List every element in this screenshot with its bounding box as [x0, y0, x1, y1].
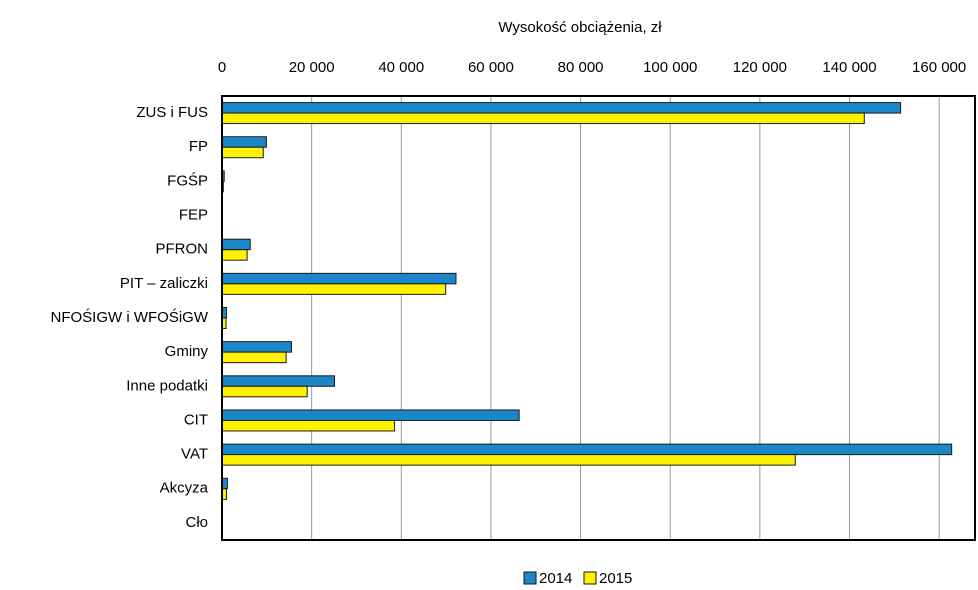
x-axis-title: Wysokość obciążenia, zł [498, 19, 662, 36]
x-tick-label: 60 000 [468, 59, 514, 76]
plot-border [221, 95, 976, 541]
bar [221, 136, 267, 148]
y-tick-label: PFRON [156, 241, 209, 258]
y-tick-label: NFOŚIGW i WFOŚiGW [51, 308, 209, 326]
x-tick-label: 140 000 [822, 59, 876, 76]
bar [221, 272, 457, 285]
y-tick-label: FEP [179, 207, 208, 224]
bar [221, 102, 902, 114]
y-tick-label: PIT – zaliczki [120, 275, 208, 292]
x-tick-label: 120 000 [733, 59, 787, 76]
x-tick-label: 20 000 [289, 59, 335, 76]
bar [221, 385, 308, 398]
legend-swatch [523, 571, 537, 585]
y-tick-label: CIT [184, 411, 208, 428]
legend-swatch [583, 571, 597, 585]
y-tick-label: ZUS i FUS [136, 104, 208, 121]
y-tick-label: FP [189, 138, 208, 155]
bar [221, 283, 447, 295]
y-tick-label: VAT [181, 446, 208, 463]
x-tick-label: 40 000 [378, 59, 424, 76]
bar [221, 249, 248, 261]
bar [221, 409, 520, 421]
x-tick-label: 100 000 [643, 59, 697, 76]
x-tick-label: 0 [218, 59, 226, 76]
y-tick-label: FGŚP [167, 171, 208, 189]
y-tick-label: Gminy [165, 343, 209, 360]
bar [221, 238, 251, 251]
bar [221, 112, 865, 125]
legend-label: 2015 [599, 570, 632, 587]
bar [221, 419, 396, 432]
y-tick-label: Cło [185, 514, 208, 531]
bar [221, 443, 953, 456]
bar [221, 146, 264, 159]
y-tick-label: Inne podatki [126, 377, 208, 394]
x-tick-label: 80 000 [558, 59, 604, 76]
bar [221, 351, 287, 364]
bar [221, 454, 796, 466]
bar [221, 341, 292, 353]
legend-label: 2014 [539, 570, 572, 587]
bar [221, 375, 336, 387]
y-tick-label: Akcyza [160, 480, 209, 497]
x-tick-label: 160 000 [912, 59, 966, 76]
